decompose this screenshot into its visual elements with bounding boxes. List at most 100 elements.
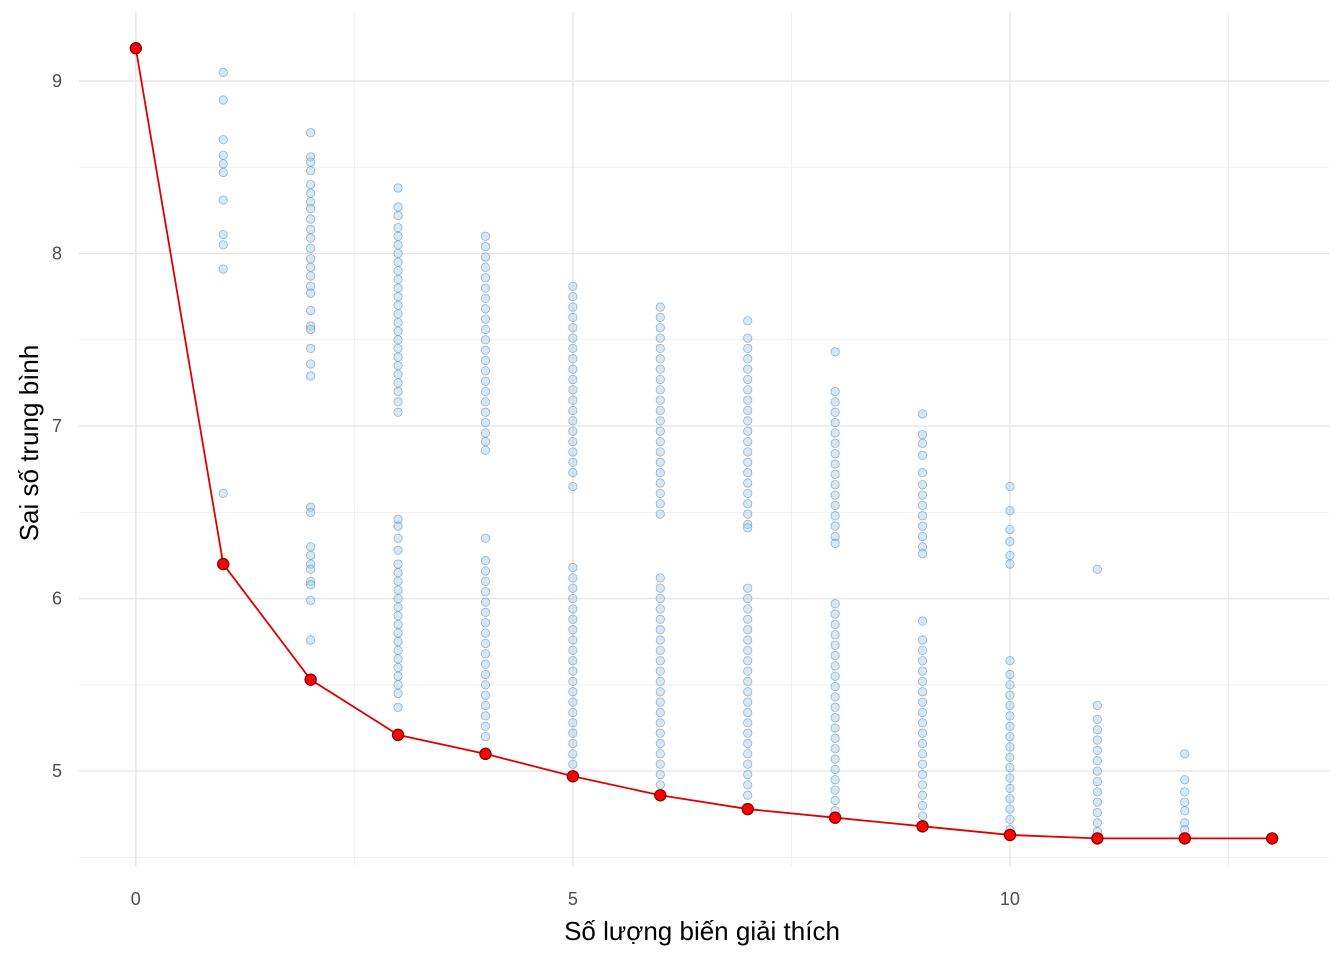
model-point: [655, 728, 665, 738]
model-point: [306, 359, 316, 369]
model-point: [393, 378, 403, 388]
model-point: [568, 697, 578, 707]
model-point: [568, 759, 578, 769]
model-point: [393, 654, 403, 664]
model-point: [393, 202, 403, 212]
model-point: [655, 645, 665, 655]
model-point: [306, 233, 316, 243]
model-point: [743, 728, 753, 738]
model-point: [917, 759, 928, 769]
model-point: [218, 159, 228, 169]
model-point: [743, 364, 753, 374]
y-tick-label: 8: [52, 244, 62, 264]
model-point: [480, 293, 491, 303]
model-point: [655, 364, 665, 374]
model-point: [480, 680, 491, 690]
model-point: [1005, 524, 1015, 535]
model-point: [218, 67, 228, 77]
model-point: [306, 271, 316, 281]
model-point: [306, 188, 316, 198]
model-point: [393, 397, 403, 407]
model-point: [743, 687, 753, 697]
model-point: [917, 801, 928, 811]
model-point: [830, 650, 840, 661]
model-point: [568, 728, 578, 738]
model-point: [480, 711, 491, 721]
model-point: [1005, 680, 1015, 690]
model-point: [743, 593, 753, 604]
model-point: [1005, 783, 1015, 793]
model-point: [655, 614, 665, 624]
model-point: [568, 447, 578, 457]
model-point: [655, 323, 665, 333]
model-point: [830, 713, 840, 723]
model-point: [917, 450, 928, 460]
model-point: [306, 214, 316, 224]
model-point: [917, 480, 928, 490]
model-point: [743, 780, 753, 790]
model-point: [655, 769, 665, 780]
all-model-points: [131, 43, 1277, 843]
model-point: [306, 197, 316, 207]
model-point: [743, 416, 753, 426]
best-model-point: [479, 747, 492, 761]
model-point: [830, 449, 840, 459]
model-point: [568, 364, 578, 374]
model-point: [393, 274, 403, 285]
model-point: [830, 599, 840, 609]
model-point: [1092, 725, 1102, 735]
model-point: [393, 521, 403, 531]
model-point: [568, 354, 578, 364]
best-model-point: [1091, 832, 1104, 845]
y-tick-label: 5: [52, 761, 62, 781]
model-point: [830, 619, 840, 630]
best-model-point: [304, 673, 317, 686]
model-point: [655, 405, 665, 416]
model-point: [568, 749, 578, 759]
model-point: [830, 795, 840, 806]
model-point: [655, 488, 665, 498]
model-point: [830, 418, 840, 428]
model-point: [393, 559, 403, 569]
model-point: [568, 583, 578, 593]
model-point: [393, 568, 403, 578]
model-point: [306, 580, 316, 590]
model-point: [743, 499, 753, 509]
model-point: [830, 764, 840, 774]
model-point: [655, 718, 665, 728]
model-point: [480, 386, 491, 397]
model-point: [655, 707, 665, 718]
best-model-series: [129, 42, 1279, 845]
model-point: [655, 625, 665, 635]
model-point: [1005, 721, 1015, 731]
major-gridlines: [79, 12, 1329, 866]
model-point: [655, 416, 665, 426]
model-point: [1092, 700, 1102, 711]
model-point: [568, 676, 578, 686]
model-point: [480, 418, 491, 428]
model-point: [480, 335, 491, 345]
tick-labels: 0 5 10 5 6 7 8 9: [52, 71, 1020, 909]
model-point: [1005, 656, 1015, 666]
model-point: [306, 204, 316, 214]
model-point: [743, 405, 753, 416]
model-point: [1005, 550, 1015, 561]
model-point: [1005, 481, 1015, 492]
model-point: [306, 542, 316, 552]
model-point: [1092, 766, 1102, 776]
model-point: [830, 754, 840, 764]
model-point: [830, 521, 840, 531]
model-point: [480, 436, 491, 447]
x-tick-label: 5: [568, 889, 578, 909]
model-point: [655, 302, 665, 312]
model-point: [393, 283, 403, 293]
model-point: [1180, 797, 1190, 807]
model-point: [306, 254, 316, 264]
model-point: [393, 585, 403, 595]
model-point: [917, 697, 928, 707]
y-tick-label: 7: [52, 416, 62, 436]
model-point: [743, 697, 753, 707]
model-point: [393, 576, 403, 586]
model-point: [393, 361, 403, 371]
model-point: [480, 397, 491, 407]
